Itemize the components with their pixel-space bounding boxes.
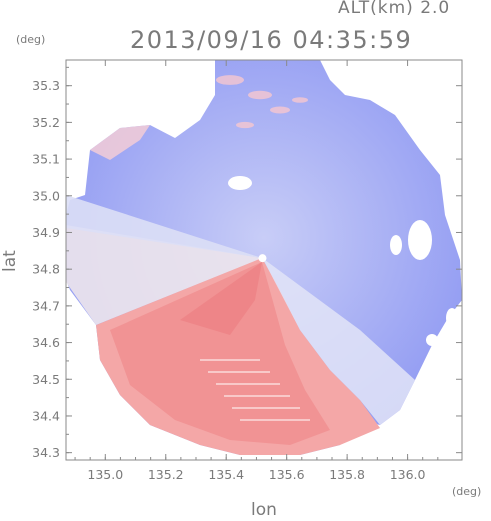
x-tick-label: 136.0 bbox=[390, 467, 426, 482]
x-axis-unit: (deg) bbox=[452, 485, 482, 498]
y-tick-label: 35.3 bbox=[32, 78, 60, 93]
radar-site-marker bbox=[258, 254, 267, 263]
echo-fragment bbox=[292, 97, 308, 103]
no-echo-gap bbox=[426, 334, 438, 346]
no-echo-gap bbox=[446, 308, 458, 328]
y-tick-label: 34.6 bbox=[32, 335, 60, 350]
velocity-field bbox=[66, 60, 462, 455]
y-axis-unit: (deg) bbox=[16, 33, 46, 46]
plot-frame bbox=[65, 59, 463, 461]
plot-axes: 135.0 135.2 135.4 135.6 135.8 136.0 34.3 34.4 34… bbox=[32, 59, 463, 482]
echo-fragment bbox=[216, 75, 244, 85]
echo-region-pale-northwest bbox=[66, 195, 263, 259]
y-tick-label: 35.2 bbox=[32, 115, 60, 130]
x-tick-label: 135.0 bbox=[87, 467, 123, 482]
echo-fragment bbox=[236, 121, 254, 129]
timestamp-title: 2013/09/16 04:35:59 bbox=[130, 26, 413, 54]
x-tick-label: 135.6 bbox=[269, 467, 305, 482]
y-tick-label: 35.1 bbox=[32, 152, 60, 167]
no-echo-gap bbox=[228, 176, 252, 190]
echo-fragment bbox=[270, 106, 290, 114]
echo-fragment bbox=[248, 90, 272, 100]
echo-region-transition bbox=[262, 258, 415, 425]
y-tick-label: 34.3 bbox=[32, 445, 60, 460]
y-tick-label: 34.9 bbox=[32, 225, 60, 240]
x-tick-label: 135.8 bbox=[329, 467, 365, 482]
no-echo-gap bbox=[408, 220, 432, 260]
x-axis-label: lon bbox=[251, 500, 277, 520]
y-tick-label: 34.5 bbox=[32, 372, 60, 387]
y-tick-label: 34.7 bbox=[32, 298, 60, 313]
echo-fragment-northwest bbox=[90, 125, 150, 160]
no-echo-gap bbox=[390, 235, 402, 255]
y-tick-label: 34.8 bbox=[32, 262, 60, 277]
echo-region-red bbox=[96, 258, 380, 455]
x-tick-label: 135.4 bbox=[208, 467, 244, 482]
altitude-label: ALT(km) 2.0 bbox=[338, 0, 451, 18]
x-tick-label: 135.2 bbox=[148, 467, 184, 482]
y-tick-label: 35.0 bbox=[32, 188, 60, 203]
y-tick-label: 34.4 bbox=[32, 408, 60, 423]
